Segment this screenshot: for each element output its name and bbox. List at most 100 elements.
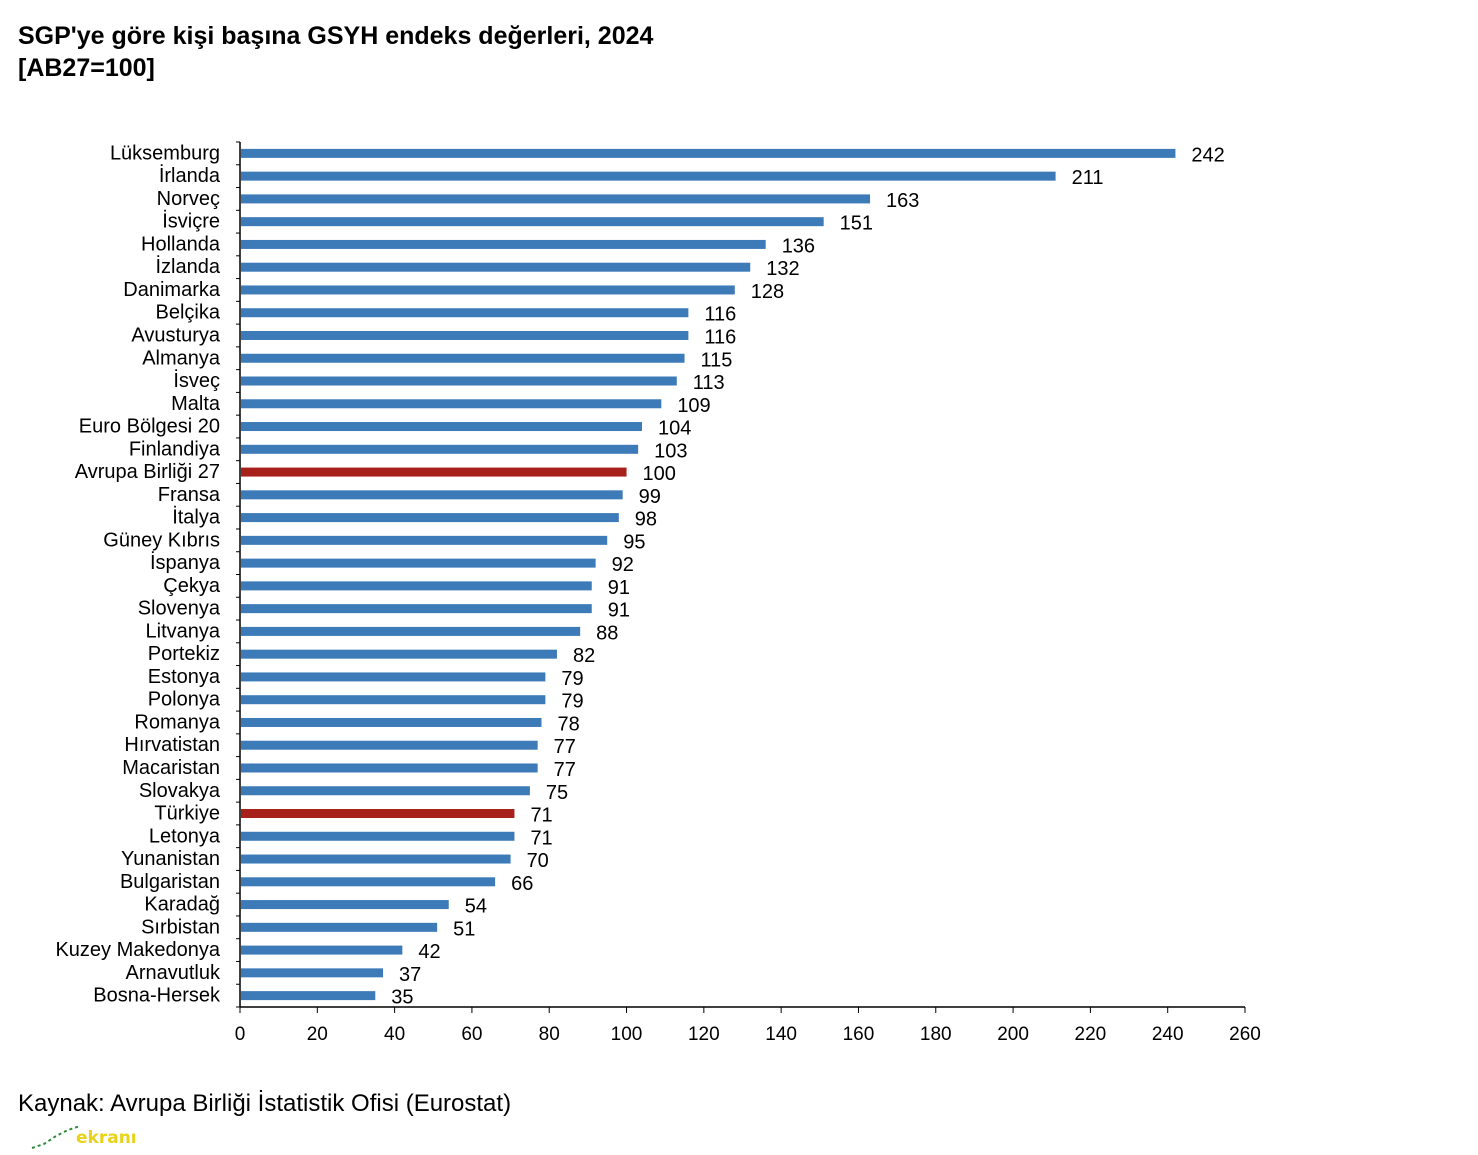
value-label: 151 xyxy=(840,213,873,235)
chart-subtitle: [AB27=100] xyxy=(18,54,155,82)
value-label: 35 xyxy=(391,987,413,1009)
bar xyxy=(241,535,608,545)
bar xyxy=(241,672,546,682)
category-label: Fransa xyxy=(158,484,221,506)
bar xyxy=(241,262,751,272)
bar xyxy=(241,285,735,295)
site-logo: ekranı xyxy=(30,1122,137,1155)
bar xyxy=(241,991,376,1001)
bar xyxy=(241,786,530,796)
category-label: Çekya xyxy=(163,575,221,597)
category-label: Portekiz xyxy=(148,643,220,665)
x-tick-label: 240 xyxy=(1152,1024,1184,1045)
value-label: 104 xyxy=(658,418,691,440)
chart-title-block: SGP'ye göre kişi başına GSYH endeks değe… xyxy=(18,20,653,84)
chart-title: SGP'ye göre kişi başına GSYH endeks değe… xyxy=(18,22,654,50)
category-label: İtalya xyxy=(172,506,221,529)
bar xyxy=(241,968,384,978)
bar xyxy=(241,490,623,500)
value-label: 71 xyxy=(530,827,552,849)
bar xyxy=(241,877,496,887)
bar xyxy=(241,626,581,636)
value-label: 88 xyxy=(596,622,618,644)
value-label: 163 xyxy=(886,190,919,212)
value-label: 92 xyxy=(612,554,634,576)
value-label: 99 xyxy=(639,486,661,508)
category-label: Belçika xyxy=(156,302,221,324)
category-label: Güney Kıbrıs xyxy=(103,529,220,551)
category-label: Macaristan xyxy=(122,757,220,779)
category-label: Avrupa Birliği 27 xyxy=(75,461,220,483)
bar xyxy=(241,604,592,614)
value-label: 79 xyxy=(561,668,583,690)
category-label: Bosna-Hersek xyxy=(93,985,221,1007)
value-label: 91 xyxy=(608,600,630,622)
logo-text: ekranı xyxy=(76,1128,137,1148)
x-tick-label: 140 xyxy=(765,1024,797,1045)
value-label: 71 xyxy=(530,805,552,827)
x-tick-label: 260 xyxy=(1229,1024,1261,1045)
bar xyxy=(241,171,1056,181)
category-label: Norveç xyxy=(157,188,220,210)
value-label: 242 xyxy=(1191,144,1224,166)
category-label: Lüksemburg xyxy=(110,142,220,164)
category-label: İrlanda xyxy=(159,164,221,187)
value-label: 132 xyxy=(766,258,799,280)
category-label: İsviçre xyxy=(162,210,220,233)
value-label: 136 xyxy=(782,235,815,257)
category-label: İsveç xyxy=(173,369,220,392)
category-label: Malta xyxy=(171,393,221,415)
value-label: 116 xyxy=(704,326,736,348)
category-label: Avusturya xyxy=(131,324,220,346)
value-label: 82 xyxy=(573,645,595,667)
x-tick-label: 120 xyxy=(688,1024,720,1045)
x-tick-label: 180 xyxy=(920,1024,952,1045)
value-label: 51 xyxy=(453,918,475,940)
bar xyxy=(241,217,824,227)
value-label: 91 xyxy=(608,577,630,599)
category-label: Romanya xyxy=(134,711,220,733)
bar xyxy=(241,581,592,591)
x-tick-label: 200 xyxy=(997,1024,1029,1045)
value-label: 116 xyxy=(704,304,736,326)
bar xyxy=(241,763,538,773)
value-label: 113 xyxy=(693,372,725,394)
bar xyxy=(241,467,627,477)
category-label: Estonya xyxy=(148,666,221,688)
value-label: 95 xyxy=(623,531,645,553)
category-label: Finlandiya xyxy=(129,438,221,460)
category-label: Sırbistan xyxy=(141,916,220,938)
x-tick-label: 160 xyxy=(843,1024,875,1045)
bar xyxy=(241,854,511,864)
bar xyxy=(241,740,538,750)
bar xyxy=(241,399,662,409)
category-label: Karadağ xyxy=(144,894,220,916)
value-label: 128 xyxy=(751,281,784,303)
bar xyxy=(241,239,766,249)
bar xyxy=(241,330,689,340)
value-label: 109 xyxy=(677,395,710,417)
bar xyxy=(241,308,689,318)
value-label: 42 xyxy=(418,941,440,963)
bar xyxy=(241,695,546,705)
x-tick-label: 100 xyxy=(611,1024,643,1045)
bar xyxy=(241,194,871,204)
bar xyxy=(241,422,642,432)
category-label: Hırvatistan xyxy=(124,734,220,756)
category-label: Polonya xyxy=(148,689,221,711)
category-label: Yunanistan xyxy=(121,848,220,870)
value-label: 77 xyxy=(554,759,576,781)
bar xyxy=(241,922,438,932)
x-tick-label: 0 xyxy=(235,1024,246,1045)
bar xyxy=(241,353,685,363)
x-tick-label: 80 xyxy=(539,1024,560,1045)
category-label: Bulgaristan xyxy=(120,871,220,893)
bar xyxy=(241,831,515,841)
category-label: Slovakya xyxy=(139,780,221,802)
category-label: Letonya xyxy=(149,825,221,847)
value-label: 98 xyxy=(635,509,657,531)
category-label: Türkiye xyxy=(154,803,220,825)
value-label: 75 xyxy=(546,782,568,804)
bar xyxy=(241,900,449,910)
